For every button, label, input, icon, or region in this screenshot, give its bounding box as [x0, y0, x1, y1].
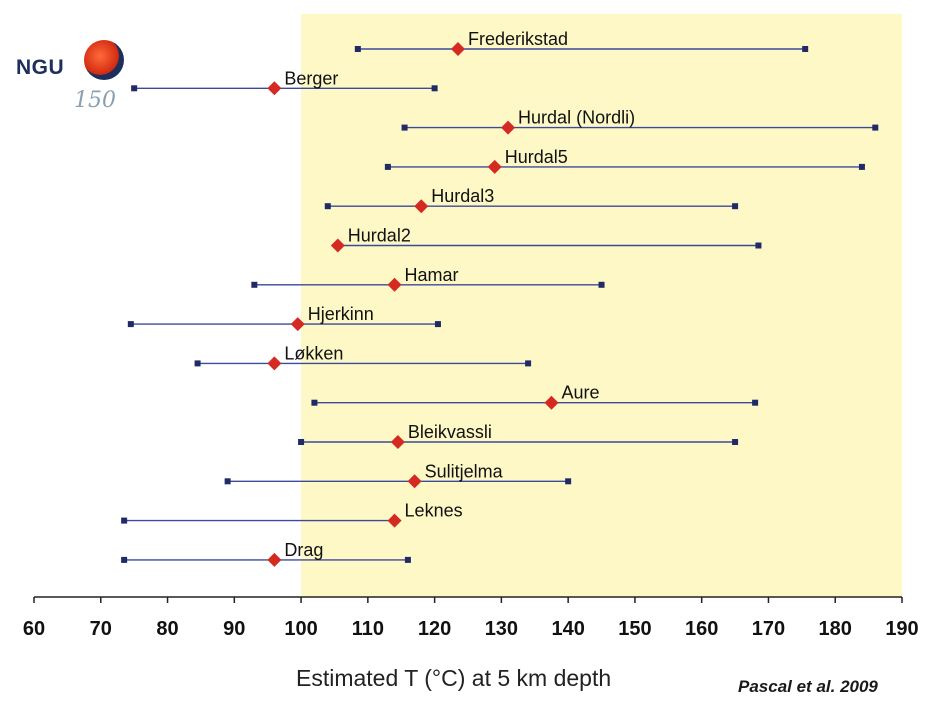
data-row: Bleikvassli: [298, 422, 739, 449]
x-tick-label: 140: [551, 618, 584, 640]
range-max-marker: [565, 478, 572, 485]
range-min-marker: [324, 203, 331, 210]
range-min-marker: [298, 439, 305, 445]
range-min-marker: [121, 517, 128, 524]
x-tick-label: 170: [752, 618, 785, 640]
site-label: Hurdal2: [348, 226, 411, 246]
estimate-marker: [407, 474, 422, 489]
range-min-marker: [311, 399, 318, 406]
logo-number: 150: [74, 88, 116, 113]
site-label: Bleikvassli: [408, 422, 492, 442]
range-max-marker: [431, 85, 438, 92]
estimate-marker: [544, 395, 559, 410]
estimate-marker: [387, 277, 402, 292]
range-max-marker: [752, 399, 759, 406]
site-label: Hurdal (Nordli): [518, 108, 635, 128]
data-row: Hurdal5: [384, 147, 865, 174]
data-row: Hamar: [251, 265, 605, 292]
x-tick-label: 150: [618, 618, 651, 640]
x-tick-label: 160: [685, 618, 718, 640]
range-min-marker: [354, 46, 361, 52]
site-label: Hurdal5: [505, 147, 568, 167]
data-row: Berger: [131, 68, 438, 96]
range-max-marker: [404, 556, 411, 563]
x-tick-label: 80: [156, 618, 178, 640]
estimate-marker: [501, 120, 516, 135]
x-tick-label: 180: [819, 618, 852, 640]
data-row: Drag: [121, 540, 411, 567]
estimate-marker: [414, 199, 429, 214]
range-min-marker: [131, 85, 138, 92]
site-label: Drag: [284, 540, 323, 560]
data-rows: Frederikstad Berger Hurdal (Nordli) Hurdal5…: [121, 29, 879, 567]
site-label: Hamar: [405, 265, 459, 285]
estimate-marker: [267, 81, 282, 96]
site-label: Berger: [284, 68, 338, 88]
data-row: Hurdal (Nordli): [401, 108, 879, 135]
range-max-marker: [858, 163, 865, 170]
highlight-region: [301, 14, 903, 597]
data-row: Hurdal3: [324, 186, 739, 214]
data-row: Aure: [311, 383, 759, 410]
range-max-marker: [525, 360, 532, 367]
range-max-marker: [802, 46, 809, 52]
ngu-logo: NGU 150: [8, 12, 138, 113]
x-tick-label: 190: [885, 618, 918, 640]
site-label: Løkken: [284, 343, 343, 363]
range-max-marker: [872, 124, 879, 131]
range-max-marker: [732, 439, 739, 445]
x-tick-label: 110: [352, 618, 384, 640]
estimate-marker: [267, 356, 282, 371]
data-row: Hurdal2: [330, 226, 762, 253]
range-max-marker: [434, 321, 441, 328]
x-tick-label: 130: [485, 618, 518, 640]
range-max-marker: [598, 281, 605, 288]
x-axis-label: Estimated T (°C) at 5 km depth: [296, 665, 612, 691]
estimate-marker: [390, 435, 405, 449]
x-tick-label: 60: [23, 618, 45, 640]
range-min-marker: [384, 163, 391, 170]
data-row: Løkken: [194, 343, 532, 371]
credit-text: Pascal et al. 2009: [738, 677, 878, 696]
site-label: Frederikstad: [468, 29, 568, 49]
site-label: Hurdal3: [431, 186, 494, 206]
data-row: Leknes: [121, 501, 463, 528]
estimate-marker: [487, 159, 502, 174]
range-min-marker: [401, 124, 408, 131]
data-row: Hjerkinn: [127, 304, 441, 332]
range-min-marker: [127, 321, 134, 328]
range-max-marker: [732, 203, 739, 210]
logo-text: NGU: [16, 56, 65, 79]
estimate-marker: [387, 513, 402, 528]
x-tick-label: 90: [223, 618, 245, 640]
estimate-marker: [330, 238, 345, 253]
range-min-marker: [194, 360, 201, 367]
x-tick-label: 120: [418, 618, 451, 640]
estimate-marker: [290, 317, 305, 332]
site-label: Sulitjelma: [425, 461, 504, 481]
data-row: Frederikstad: [354, 29, 809, 56]
estimate-marker: [450, 42, 465, 56]
range-max-marker: [755, 242, 762, 249]
x-tick-label: 70: [90, 618, 112, 640]
x-tick-label: 100: [284, 618, 317, 640]
estimate-marker: [267, 552, 282, 567]
site-label: Leknes: [405, 501, 463, 521]
site-label: Aure: [561, 383, 599, 403]
site-label: Hjerkinn: [308, 304, 374, 324]
range-min-marker: [121, 556, 128, 563]
globe-icon: [84, 40, 124, 80]
range-min-marker: [224, 478, 231, 485]
data-row: Sulitjelma: [224, 461, 572, 489]
range-min-marker: [251, 281, 258, 288]
x-axis: 60 70 80 90 100 110 120 130 140 150 160 170 180 190: [23, 596, 919, 640]
